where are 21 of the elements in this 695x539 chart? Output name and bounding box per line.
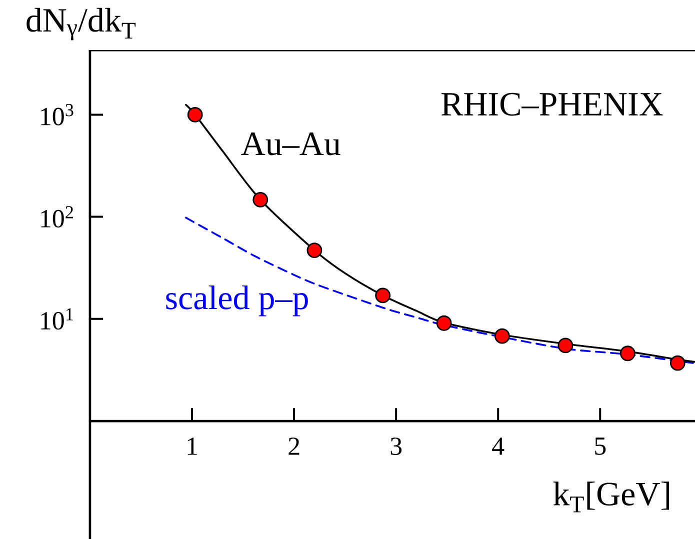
y-tick-label: 10$^{1}$ — [41, 308, 73, 330]
series-label: Au–Au — [241, 132, 340, 156]
y-axis-title: dN$_{γ}$/dk$_{T}$ — [26, 8, 136, 40]
point — [494, 328, 510, 344]
x-tick-label: 1 — [188, 438, 197, 455]
point — [558, 338, 574, 354]
x-tick-label: 4 — [492, 438, 504, 455]
point — [375, 288, 391, 304]
y-tick-label: 10$^{3}$ — [41, 104, 74, 126]
y-tick-label: 10$^{2}$ — [41, 206, 73, 228]
point — [187, 106, 203, 122]
point — [306, 242, 322, 258]
x-tick-label: 2 — [288, 438, 300, 455]
point — [620, 346, 636, 362]
point — [436, 315, 452, 331]
x-axis-title: k$_{T}$[GeV] — [553, 482, 670, 512]
series-label: scaled p–p — [166, 285, 308, 316]
x-tick-label: 5 — [595, 438, 606, 455]
point — [252, 192, 268, 208]
x-tick-label: 3 — [390, 438, 402, 456]
annotation: RHIC–PHENIX — [442, 92, 663, 116]
